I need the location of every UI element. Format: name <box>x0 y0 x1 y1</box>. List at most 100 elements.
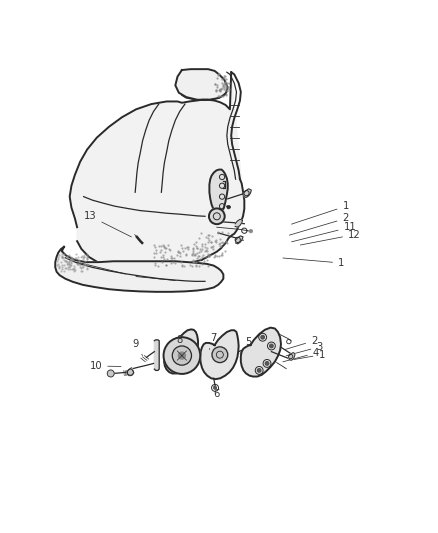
Point <box>212 87 219 95</box>
Point <box>205 262 212 270</box>
Point <box>186 261 193 269</box>
Point <box>224 86 231 94</box>
Point <box>218 228 225 237</box>
Point <box>169 258 176 266</box>
Point <box>80 252 87 261</box>
Point <box>179 244 186 252</box>
Point <box>221 72 228 80</box>
Point <box>213 86 220 94</box>
Point <box>84 253 91 262</box>
Text: 5: 5 <box>240 337 252 354</box>
Point <box>65 260 72 268</box>
Point <box>225 83 232 91</box>
Point <box>152 246 159 255</box>
Point <box>185 243 192 252</box>
Point <box>84 252 91 260</box>
Point <box>66 251 73 259</box>
Point <box>225 79 232 87</box>
Point <box>214 69 221 78</box>
Point <box>162 261 170 269</box>
Point <box>194 244 201 253</box>
Point <box>66 256 73 264</box>
Circle shape <box>178 352 185 359</box>
Point <box>155 262 162 270</box>
Point <box>215 70 223 78</box>
Point <box>152 243 159 252</box>
Circle shape <box>261 335 265 339</box>
Text: 6: 6 <box>214 386 220 399</box>
Text: 13: 13 <box>84 211 131 237</box>
Point <box>64 252 71 260</box>
Point <box>151 253 158 261</box>
Point <box>219 84 226 92</box>
Point <box>61 249 68 258</box>
Point <box>212 80 219 88</box>
Point <box>222 91 229 100</box>
Polygon shape <box>200 330 239 379</box>
Point <box>83 253 90 261</box>
Point <box>80 263 87 271</box>
Text: 9: 9 <box>132 339 143 356</box>
Point <box>215 70 222 79</box>
Point <box>221 72 228 80</box>
Point <box>56 264 63 272</box>
Point <box>81 252 88 261</box>
Point <box>197 229 204 237</box>
Point <box>162 261 170 270</box>
Point <box>151 259 158 267</box>
Point <box>223 78 230 87</box>
Point <box>210 242 217 251</box>
Point <box>218 241 225 250</box>
Point <box>196 245 203 254</box>
Circle shape <box>107 370 114 377</box>
Point <box>212 86 219 94</box>
Point <box>155 242 162 251</box>
Polygon shape <box>164 329 198 374</box>
Point <box>58 252 65 260</box>
Point <box>66 260 73 268</box>
Point <box>197 247 204 256</box>
Point <box>184 245 191 253</box>
Point <box>191 240 198 248</box>
Circle shape <box>265 362 269 365</box>
Point <box>66 258 73 266</box>
Point <box>222 75 229 83</box>
Point <box>219 251 226 259</box>
Point <box>223 81 230 90</box>
Point <box>67 265 74 273</box>
Point <box>72 265 79 274</box>
Point <box>177 249 184 257</box>
Point <box>199 245 206 253</box>
Point <box>216 235 223 243</box>
Point <box>209 245 216 253</box>
Point <box>213 252 220 260</box>
Point <box>182 244 189 252</box>
Circle shape <box>249 229 253 233</box>
Point <box>70 265 77 274</box>
Point <box>208 238 215 247</box>
Point <box>164 255 171 263</box>
Point <box>199 253 206 261</box>
Point <box>174 251 181 260</box>
Point <box>192 238 199 246</box>
Point <box>83 255 90 264</box>
Point <box>79 263 86 271</box>
Point <box>76 257 83 266</box>
Point <box>188 251 195 260</box>
Point <box>205 252 212 260</box>
Point <box>56 262 63 270</box>
Point <box>214 74 221 82</box>
Point <box>190 244 197 252</box>
Point <box>79 261 86 270</box>
Text: 3: 3 <box>286 342 322 356</box>
Polygon shape <box>154 340 159 370</box>
Point <box>167 246 174 254</box>
Point <box>218 92 225 100</box>
Point <box>204 256 211 265</box>
Polygon shape <box>289 352 295 360</box>
Point <box>69 256 76 264</box>
Point <box>193 242 200 251</box>
Point <box>81 257 88 265</box>
Point <box>217 241 224 250</box>
Point <box>216 238 223 247</box>
